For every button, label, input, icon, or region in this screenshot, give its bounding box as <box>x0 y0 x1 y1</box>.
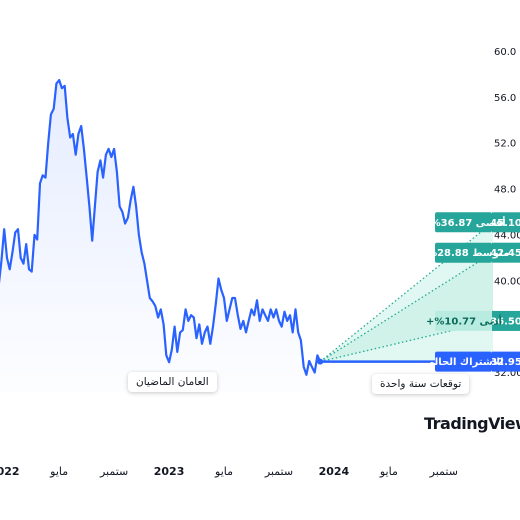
x-tick-label: 2022 <box>0 465 20 478</box>
y-tick-label: 44.00 <box>494 230 520 241</box>
current-price-badge-value-box <box>492 351 520 372</box>
y-tick-label: 52.0 <box>494 139 516 150</box>
forecast-min-badge-label: أدنى 10.77%+ <box>426 314 502 327</box>
current-price-badge-value: 32.95 <box>490 357 520 368</box>
forecast-max-badge-value: 45.10 <box>490 218 520 229</box>
forecast-avg-badge-label-box <box>435 242 492 263</box>
forecast-min-badge-label-box <box>435 310 492 331</box>
forecast-avg-badge-value: 42.45 <box>490 248 520 259</box>
current-price-badge-label-box <box>435 351 492 372</box>
forecast-core-fill <box>320 252 493 362</box>
x-tick-label: مايو <box>49 465 68 478</box>
forecast-target-line <box>320 320 494 363</box>
y-tick-label: 40.00 <box>494 276 520 287</box>
x-tick-label: 2024 <box>319 465 350 478</box>
current-price-badge-label: الاشتراك الحالي <box>424 357 503 368</box>
forecast-max-badge-label: أقصى 36.87%+ <box>422 216 505 229</box>
x-tick-label: 2023 <box>154 465 185 478</box>
x-tick-label: مايو <box>379 465 398 478</box>
price-area <box>0 80 321 392</box>
forecast-period-label: توقعات سنة واحدة <box>372 374 470 394</box>
x-tick-label: ستمبر <box>99 465 128 478</box>
past-period-label: العامان الماضيان <box>128 372 217 392</box>
forecast-max-badge-label-box <box>435 212 492 233</box>
y-tick-label: 32.00 <box>494 368 520 379</box>
tradingview-logo: TradingView <box>424 414 520 433</box>
forecast-avg-badge-label: متوسط 28.88%+ <box>419 248 510 259</box>
forecast-avg-badge-value-box <box>492 242 520 263</box>
x-axis: 2022 مايو ستمبر 2023 مايو ستمبر 2024 مايو ستمبر <box>0 465 458 478</box>
logo-text: TradingView <box>424 414 520 433</box>
x-tick-label: ستمبر <box>264 465 293 478</box>
x-tick-label: ستمبر <box>429 465 458 478</box>
y-tick-label: 56.0 <box>494 93 516 104</box>
forecast-max-badge-value-box <box>492 212 520 233</box>
y-tick-label: 60.0 <box>494 47 516 58</box>
price-line <box>0 79 322 376</box>
forecast-min-badge-value: 36.50 <box>490 316 520 327</box>
x-tick-label: مايو <box>214 465 233 478</box>
y-tick-label: 48.0 <box>494 185 516 196</box>
forecast-min-badge-value-box <box>492 310 520 331</box>
